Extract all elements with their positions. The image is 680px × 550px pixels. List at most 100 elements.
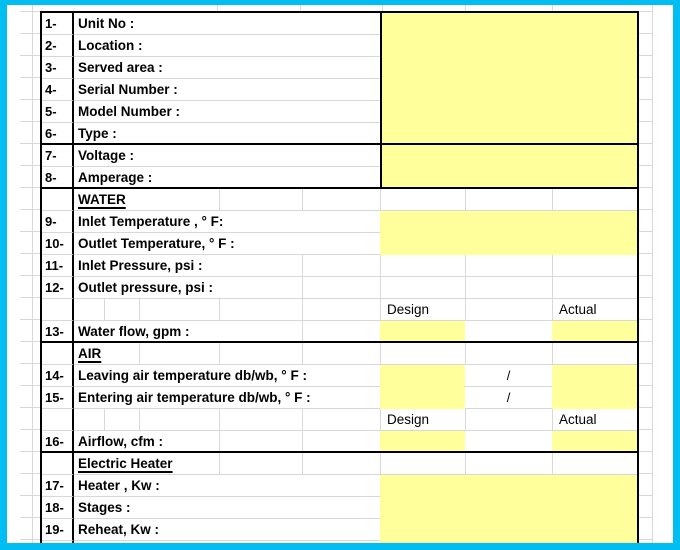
row-number-cell: 16- bbox=[42, 431, 74, 453]
gridline bbox=[302, 277, 303, 298]
row-number-cell: 7- bbox=[42, 145, 74, 167]
section-header-cell: Electric Heater bbox=[74, 453, 380, 475]
design-entry-cell[interactable] bbox=[380, 431, 465, 453]
table-row: 17- Heater , Kw : bbox=[42, 475, 637, 497]
row-label-text: Type : bbox=[78, 126, 117, 141]
row-label-cell: Stages : bbox=[74, 497, 380, 519]
entry-cell[interactable] bbox=[380, 145, 637, 167]
gridline bbox=[465, 5, 466, 11]
gridline bbox=[639, 231, 652, 232]
gridline bbox=[302, 431, 303, 451]
table-row: WATER bbox=[42, 189, 637, 211]
gridline bbox=[20, 121, 40, 122]
blank-cell bbox=[465, 277, 552, 299]
gridline bbox=[639, 363, 652, 364]
gridline bbox=[20, 319, 40, 320]
row-label-cell: Stages : bbox=[74, 541, 380, 550]
entry-cell[interactable] bbox=[380, 497, 637, 519]
blank-cell bbox=[465, 431, 552, 453]
row-number-cell bbox=[42, 299, 74, 321]
blank-cell bbox=[552, 453, 637, 475]
table-row: 3- Served area : bbox=[42, 57, 637, 79]
entry-cell[interactable] bbox=[380, 13, 637, 35]
gridline bbox=[639, 253, 652, 254]
row-label-text: Amperage : bbox=[78, 170, 153, 185]
gridline bbox=[20, 209, 40, 210]
gridline bbox=[639, 297, 652, 298]
gridline bbox=[219, 453, 220, 474]
gridline bbox=[20, 385, 40, 386]
entry-cell[interactable] bbox=[380, 541, 637, 543]
entry-cell[interactable] bbox=[380, 519, 637, 541]
gridline bbox=[20, 187, 40, 188]
actual-entry-cell[interactable] bbox=[552, 321, 637, 343]
table-row: 5- Model Number : bbox=[42, 101, 637, 123]
gridline bbox=[639, 473, 652, 474]
design-entry-cell[interactable] bbox=[380, 321, 465, 343]
gridline bbox=[219, 299, 220, 320]
row-number-cell bbox=[42, 453, 74, 475]
row-number-cell: 3- bbox=[42, 57, 74, 79]
slash-separator-cell: / bbox=[465, 387, 552, 409]
entry-cell[interactable] bbox=[380, 57, 637, 79]
gridline bbox=[20, 99, 40, 100]
row-label-cell: Unit No : bbox=[74, 13, 380, 35]
gridline bbox=[302, 453, 303, 474]
gridline bbox=[20, 297, 40, 298]
wb-entry-cell[interactable] bbox=[552, 387, 637, 409]
blank-cell bbox=[552, 277, 637, 299]
wb-entry-cell[interactable] bbox=[552, 365, 637, 387]
row-label-text: Location : bbox=[78, 38, 143, 53]
table-row: Design Actual bbox=[42, 409, 637, 431]
blank-cell bbox=[465, 409, 552, 431]
blank-cell bbox=[465, 453, 552, 475]
gridline bbox=[32, 5, 33, 543]
entry-cell[interactable] bbox=[380, 123, 637, 145]
entry-cell[interactable] bbox=[380, 233, 637, 255]
row-label-cell bbox=[74, 299, 380, 321]
row-number-cell: 19- bbox=[42, 519, 74, 541]
row-number-cell: 10- bbox=[42, 233, 74, 255]
row-number-cell: 6- bbox=[42, 123, 74, 145]
entry-cell[interactable] bbox=[380, 35, 637, 57]
row-number-cell bbox=[42, 409, 74, 431]
entry-cell[interactable] bbox=[380, 79, 637, 101]
row-label-text: Unit No : bbox=[78, 16, 135, 31]
gridline bbox=[639, 187, 652, 188]
gridline bbox=[302, 409, 303, 430]
actual-column-header: Actual bbox=[552, 299, 637, 321]
gridline bbox=[20, 363, 40, 364]
table-row: 19- Reheat, Kw : bbox=[42, 519, 637, 541]
row-label-cell: Location : bbox=[74, 35, 380, 57]
row-label-text: Serial Number : bbox=[78, 82, 178, 97]
row-label-text: Stages : bbox=[78, 544, 131, 550]
entry-cell[interactable] bbox=[380, 167, 637, 189]
blank-cell bbox=[552, 189, 637, 211]
db-entry-cell[interactable] bbox=[380, 387, 465, 409]
gridline bbox=[219, 343, 220, 364]
actual-entry-cell[interactable] bbox=[552, 431, 637, 453]
row-label-cell: Outlet pressure, psi : bbox=[74, 277, 380, 299]
entry-cell[interactable] bbox=[380, 475, 637, 497]
row-label-cell: Voltage : bbox=[74, 145, 380, 167]
gridline bbox=[302, 189, 303, 210]
gridline bbox=[382, 5, 383, 11]
row-number-cell: 11- bbox=[42, 255, 74, 277]
entry-cell[interactable] bbox=[380, 101, 637, 123]
gridline bbox=[639, 385, 652, 386]
db-entry-cell[interactable] bbox=[380, 365, 465, 387]
gridline bbox=[20, 11, 40, 12]
table-row: AIR bbox=[42, 343, 637, 365]
section-header-cell: WATER bbox=[74, 189, 380, 211]
row-number-cell: 9- bbox=[42, 211, 74, 233]
row-label-cell: Heater , Kw : bbox=[74, 475, 380, 497]
row-label-text: Outlet Temperature, ° F : bbox=[78, 236, 235, 251]
entry-cell[interactable] bbox=[380, 211, 637, 233]
gridline bbox=[639, 517, 652, 518]
gridline bbox=[639, 407, 652, 408]
row-number-cell: 17- bbox=[42, 475, 74, 497]
row-number-cell: 5- bbox=[42, 101, 74, 123]
gridline bbox=[639, 209, 652, 210]
gridline bbox=[20, 55, 40, 56]
